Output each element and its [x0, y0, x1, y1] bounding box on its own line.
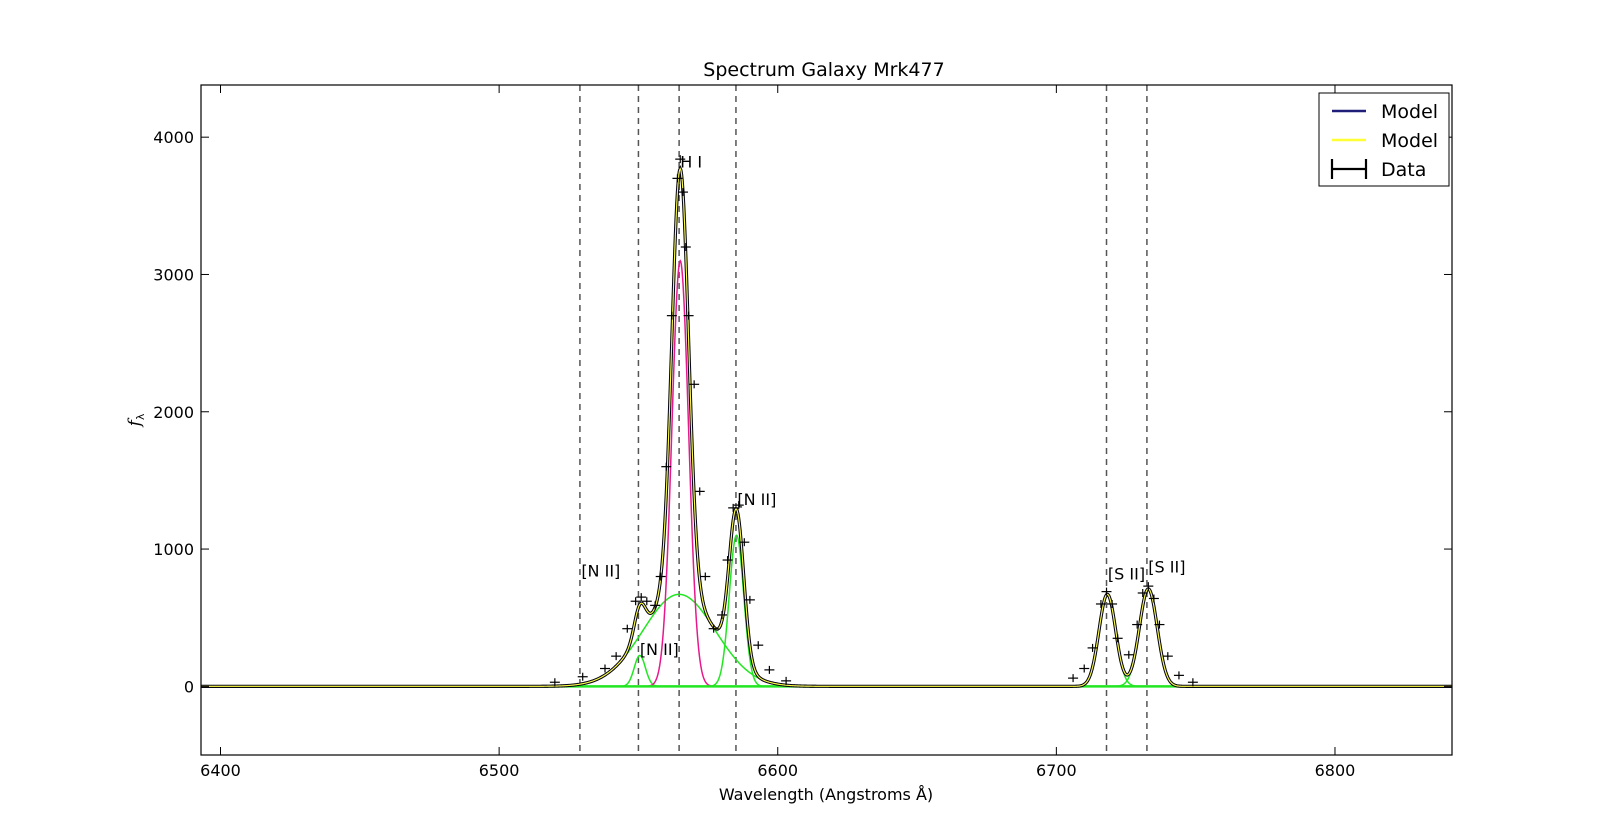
data-point [689, 380, 700, 389]
data-point [722, 556, 733, 565]
x-axis-label: Wavelength (Angstroms Å) [719, 785, 933, 804]
data-point [694, 487, 705, 496]
data-errorbars [549, 155, 1198, 687]
y-tick-label: 0 [184, 677, 194, 696]
x-tick-label: 6600 [757, 761, 798, 780]
data-point [683, 311, 694, 320]
data-point [599, 664, 610, 673]
data-point [728, 503, 739, 512]
line-annotations: H I [N II] [N II] [N II] [S II] [S II] [581, 152, 1185, 658]
data-point [1154, 620, 1165, 629]
data-point [655, 572, 666, 581]
data-point [622, 624, 633, 633]
data-point [1143, 582, 1154, 591]
data-point [1068, 674, 1079, 683]
axes-frame [200, 84, 1453, 756]
data-point [753, 641, 764, 650]
data-point [1148, 594, 1159, 603]
data-point [549, 678, 560, 687]
data-point [577, 672, 588, 681]
line-annotation: [S II] [1148, 557, 1185, 576]
y-tick-label: 4000 [153, 128, 194, 147]
data-point [1112, 634, 1123, 643]
data-point [1107, 599, 1118, 608]
axis-ticks: 6400 6500 6600 6700 6800 0 1000 2000 3000 4000 [153, 85, 1452, 780]
data-point [1095, 599, 1106, 608]
y-tick-label: 2000 [153, 403, 194, 422]
data-point [708, 624, 719, 633]
data-point [650, 601, 661, 610]
model-fits [201, 164, 1452, 688]
svg-text:Data: Data [1381, 159, 1426, 181]
data-point [680, 243, 691, 252]
line-annotation: H I [680, 152, 702, 171]
y-tick-label: 1000 [153, 540, 194, 559]
data-point [717, 610, 728, 619]
svg-text:Model: Model [1381, 130, 1438, 152]
data-point [1132, 620, 1143, 629]
x-tick-label: 6400 [200, 761, 241, 780]
legend: Model Model Data [1318, 92, 1450, 187]
line-annotation: [S II] [1108, 564, 1145, 583]
y-axis-label-text: fλ [125, 413, 147, 428]
data-point [781, 676, 792, 685]
svg-text:Model: Model [1381, 101, 1438, 123]
data-point [630, 597, 641, 606]
data-point [666, 311, 677, 320]
x-tick-label: 6700 [1036, 761, 1077, 780]
line-annotation: [N II] [640, 640, 679, 659]
data-point [744, 595, 755, 604]
data-point [636, 593, 647, 602]
data-point [1087, 643, 1098, 652]
data-point [1187, 678, 1198, 687]
legend-entry: Model [1332, 101, 1438, 123]
chart-title: Spectrum Galaxy Mrk477 [703, 59, 944, 81]
line-annotation: [N II] [581, 562, 620, 581]
data-point [1137, 588, 1148, 597]
data-point [611, 652, 622, 661]
data-point [1123, 650, 1134, 659]
x-tick-label: 6800 [1315, 761, 1356, 780]
legend-entry: Model [1332, 130, 1438, 152]
data-point [1162, 652, 1173, 661]
data-point [672, 174, 683, 183]
y-tick-label: 3000 [153, 265, 194, 284]
data-point [641, 597, 652, 606]
reference-lines [579, 85, 1148, 755]
line-annotation: [N II] [737, 490, 776, 509]
model-line-2 [201, 167, 1452, 687]
data-point [1079, 664, 1090, 673]
data-point [675, 155, 686, 164]
data-point [661, 462, 672, 471]
legend-entry: Data [1330, 159, 1426, 181]
data-point [739, 538, 750, 547]
data-point [1101, 587, 1112, 596]
x-tick-label: 6500 [479, 761, 520, 780]
data-point [764, 665, 775, 674]
data-point [700, 572, 711, 581]
data-point [678, 188, 689, 197]
data-point [733, 501, 744, 510]
plot-area [201, 85, 1452, 755]
y-axis-label: fλ [125, 413, 147, 428]
data-point [1173, 671, 1184, 680]
